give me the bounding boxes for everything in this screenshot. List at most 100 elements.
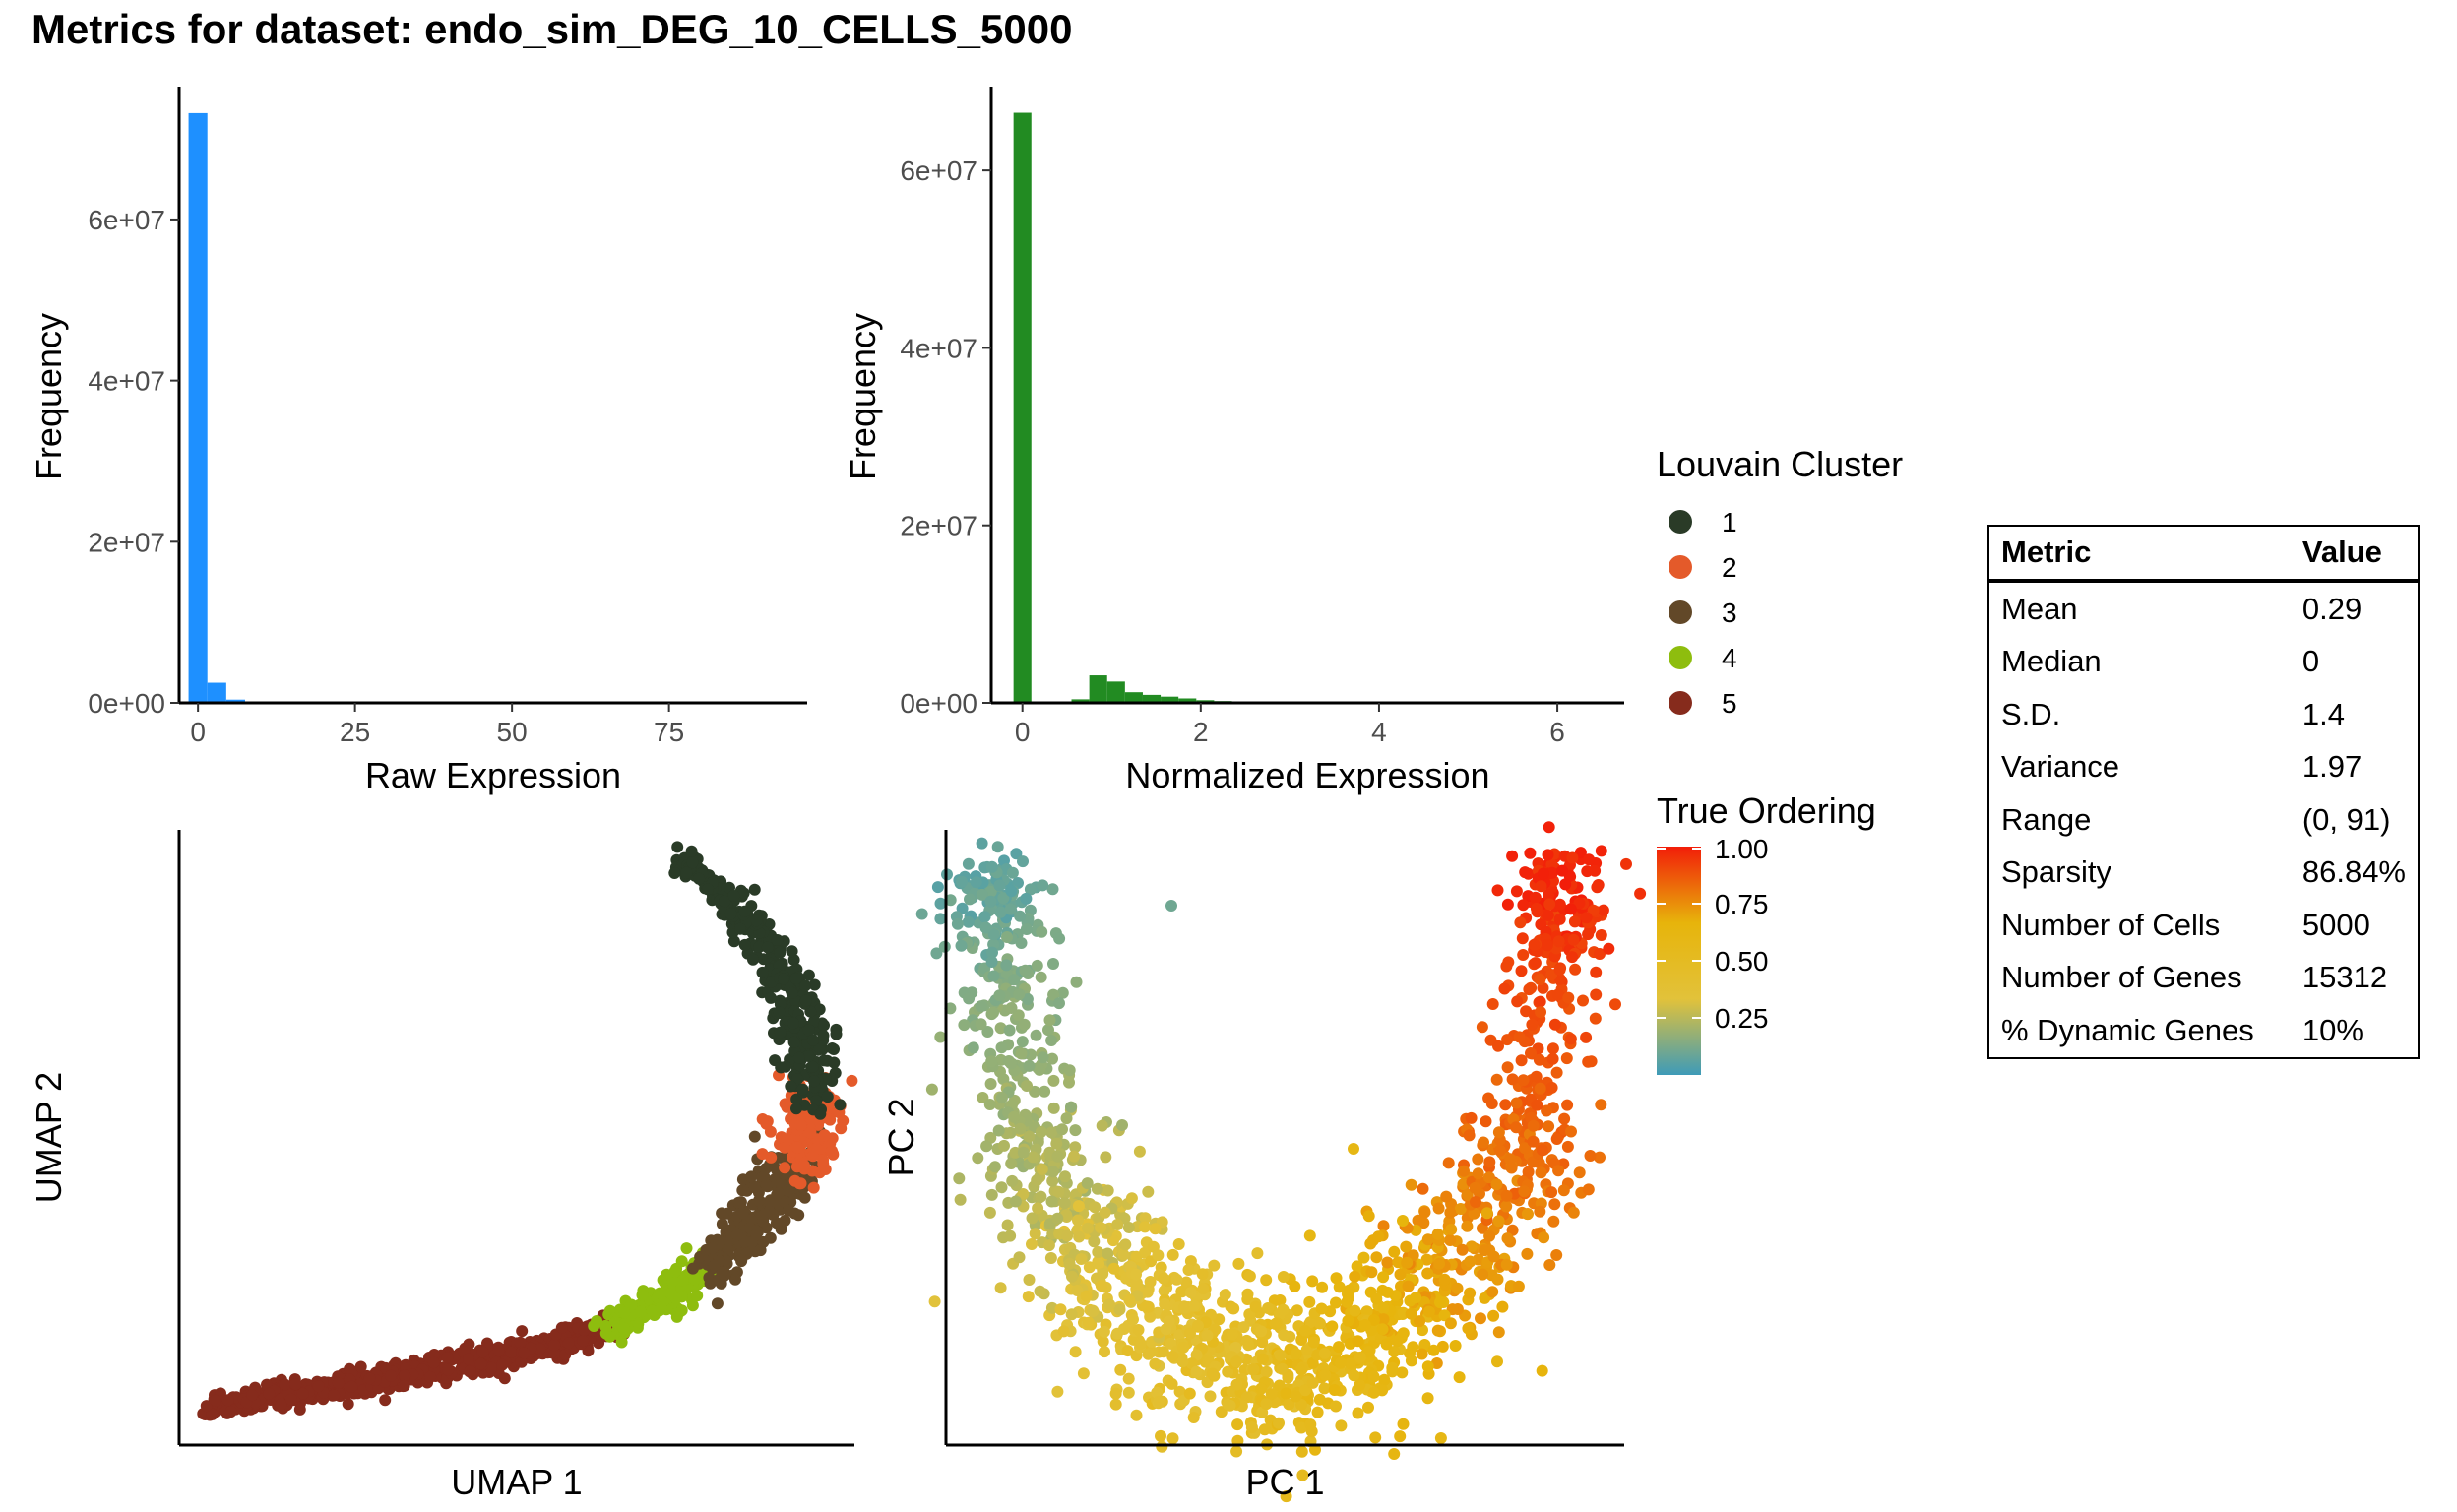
scatter-point (719, 895, 731, 908)
histogram-bar (1013, 112, 1032, 703)
scatter-point (797, 1159, 810, 1171)
scatter-point (702, 883, 714, 896)
table-header-row: Metric Value (1989, 527, 2418, 583)
scatter-point (664, 1288, 677, 1299)
scatter-point (625, 1298, 638, 1311)
scatter-point (806, 1060, 819, 1073)
scatter-point (724, 908, 737, 920)
y-axis-title: Frequency (843, 313, 883, 480)
scatter-point (655, 1301, 667, 1314)
scatter-point (753, 941, 766, 953)
metric-name: Range (2001, 801, 2092, 837)
scatter-point (577, 1335, 590, 1348)
scatter-point (1543, 1120, 1555, 1133)
scatter-point (828, 1056, 841, 1069)
scatter-point (802, 969, 815, 981)
scatter-point (379, 1394, 392, 1407)
scatter-point (761, 941, 774, 954)
scatter-point (994, 1282, 1007, 1294)
scatter-point (1487, 1309, 1500, 1322)
scatter-point (819, 1164, 832, 1175)
table-row: Mean 0.29 (1989, 581, 2418, 636)
scatter-point (788, 1036, 800, 1048)
scatter-point (691, 1290, 704, 1302)
metric-name: Variance (2001, 749, 2120, 785)
scatter-point (789, 973, 802, 984)
scatter-point (824, 1113, 837, 1126)
x-axis-title: Raw Expression (365, 755, 621, 795)
scatter-point (750, 914, 763, 927)
colorbar-tick-label: 0.75 (1715, 889, 1769, 919)
scatter-point (599, 1320, 611, 1332)
scatter-point (802, 1050, 815, 1062)
x-tick-label: 0 (190, 717, 206, 747)
scatter-point (636, 1289, 649, 1301)
scatter-point (826, 1145, 838, 1158)
histogram-bar (1142, 694, 1162, 703)
scatter-point (1442, 1157, 1455, 1169)
scatter-point (799, 979, 811, 992)
scatter-point (738, 1235, 751, 1248)
scatter-point (786, 945, 798, 958)
scatter-point (518, 1347, 531, 1359)
scatter-point (463, 1353, 474, 1365)
scatter-point (680, 866, 693, 879)
scatter-point (771, 934, 784, 946)
scatter-point (296, 1387, 309, 1400)
scatter-point (385, 1369, 397, 1382)
y-tick-label: 4e+07 (88, 366, 165, 397)
x-tick-label: 6 (1549, 717, 1565, 747)
scatter-point (757, 1215, 770, 1228)
scatter-point (1306, 1275, 1319, 1288)
scatter-point (716, 1266, 728, 1279)
scatter-point (618, 1306, 631, 1319)
scatter-point (293, 1403, 306, 1416)
y-axis-title: Frequency (29, 313, 69, 480)
scatter-point (685, 845, 698, 857)
scatter-point (548, 1339, 561, 1352)
scatter-point (1501, 1061, 1514, 1074)
scatter-point (675, 1255, 688, 1268)
scatter-point (474, 1357, 487, 1370)
scatter-point (806, 1150, 819, 1163)
scatter-point (646, 1304, 659, 1317)
scatter-point (514, 1336, 527, 1349)
histogram-bar (1106, 681, 1125, 703)
scatter-point (354, 1360, 367, 1373)
value-column-header: Value (2290, 527, 2418, 583)
scatter-point (342, 1398, 354, 1411)
scatter-point (821, 1091, 834, 1103)
scatter-point (758, 1170, 771, 1183)
scatter-point (1479, 1292, 1491, 1304)
scatter-point (786, 986, 798, 999)
y-tick-label: 2e+07 (900, 511, 977, 541)
histogram-bar (1089, 675, 1107, 703)
x-tick-label: 25 (340, 717, 370, 747)
legend-swatch (1669, 600, 1692, 624)
scatter-point (279, 1378, 291, 1391)
scatter-point (1016, 1036, 1029, 1048)
scatter-point (1044, 1252, 1057, 1264)
scatter-point (779, 1214, 791, 1227)
scatter-point (807, 1015, 820, 1028)
metric-name: Sparsity (2001, 854, 2111, 890)
table-row: % Dynamic Genes 10% (1989, 1004, 2418, 1057)
histogram-bar (1124, 692, 1143, 703)
scatter-point (730, 1228, 743, 1241)
scatter-point (209, 1394, 221, 1407)
true-ordering-legend-title: True Ordering (1657, 790, 1876, 831)
y-tick-label: 0e+00 (88, 688, 165, 719)
scatter-point (813, 1003, 826, 1016)
legend-swatch (1669, 555, 1692, 579)
scatter-point (680, 1242, 693, 1255)
scatter-point (686, 1262, 699, 1275)
scatter-point (792, 1051, 805, 1064)
scatter-point (792, 1209, 805, 1222)
x-tick-label: 2 (1193, 717, 1209, 747)
scatter-point (773, 1006, 786, 1019)
scatter-point (562, 1337, 575, 1350)
scatter-point (1230, 1445, 1243, 1458)
scatter-point (1303, 1229, 1316, 1242)
scatter-point (808, 978, 821, 991)
